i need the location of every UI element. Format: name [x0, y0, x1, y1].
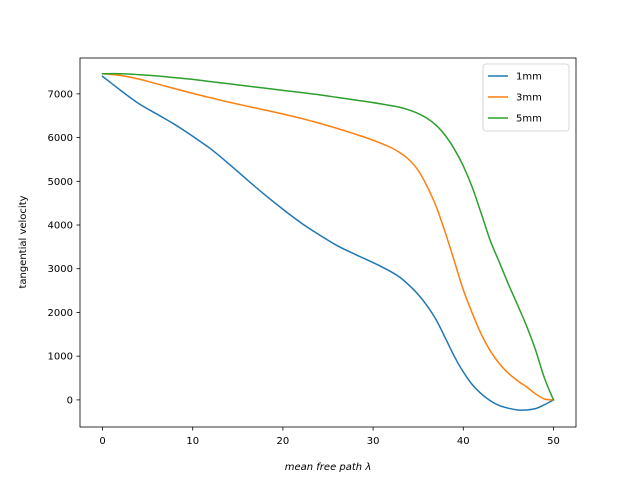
series-line-5mm [101, 72, 555, 401]
legend-label-1mm: 1mm [516, 72, 542, 83]
y-tick-label: 4000 [48, 221, 73, 232]
axes-frame [79, 57, 577, 428]
y-tick-label: 3000 [48, 264, 73, 275]
series-line-1mm [101, 75, 555, 411]
x-tick-label: 50 [547, 436, 560, 447]
y-tick-label: 1000 [48, 352, 73, 363]
legend-label-3mm: 3mm [516, 93, 542, 104]
x-tick-label: 20 [277, 436, 290, 447]
legend-label-5mm: 5mm [516, 114, 542, 125]
axis-ticks: 0 10 20 30 40 50 0 1000 2000 3000 4000 5000 6000 7000 [48, 89, 560, 447]
x-axis-label: mean free path λ [285, 462, 371, 473]
y-tick-label: 7000 [48, 89, 73, 100]
legend-box [482, 63, 570, 132]
x-tick-label: 40 [457, 436, 470, 447]
y-tick-label: 5000 [48, 177, 73, 188]
plot-lines [101, 72, 555, 411]
series-line-3mm [101, 72, 555, 401]
y-tick-label: 2000 [48, 308, 73, 319]
x-tick-label: 30 [367, 436, 380, 447]
y-axis-label: tangential velocity [18, 195, 29, 288]
x-tick-label: 10 [186, 436, 199, 447]
x-tick-label: 0 [99, 436, 105, 447]
y-tick-label: 6000 [48, 133, 73, 144]
legend: 1mm 3mm 5mm [482, 63, 570, 132]
y-tick-label: 0 [67, 395, 73, 406]
